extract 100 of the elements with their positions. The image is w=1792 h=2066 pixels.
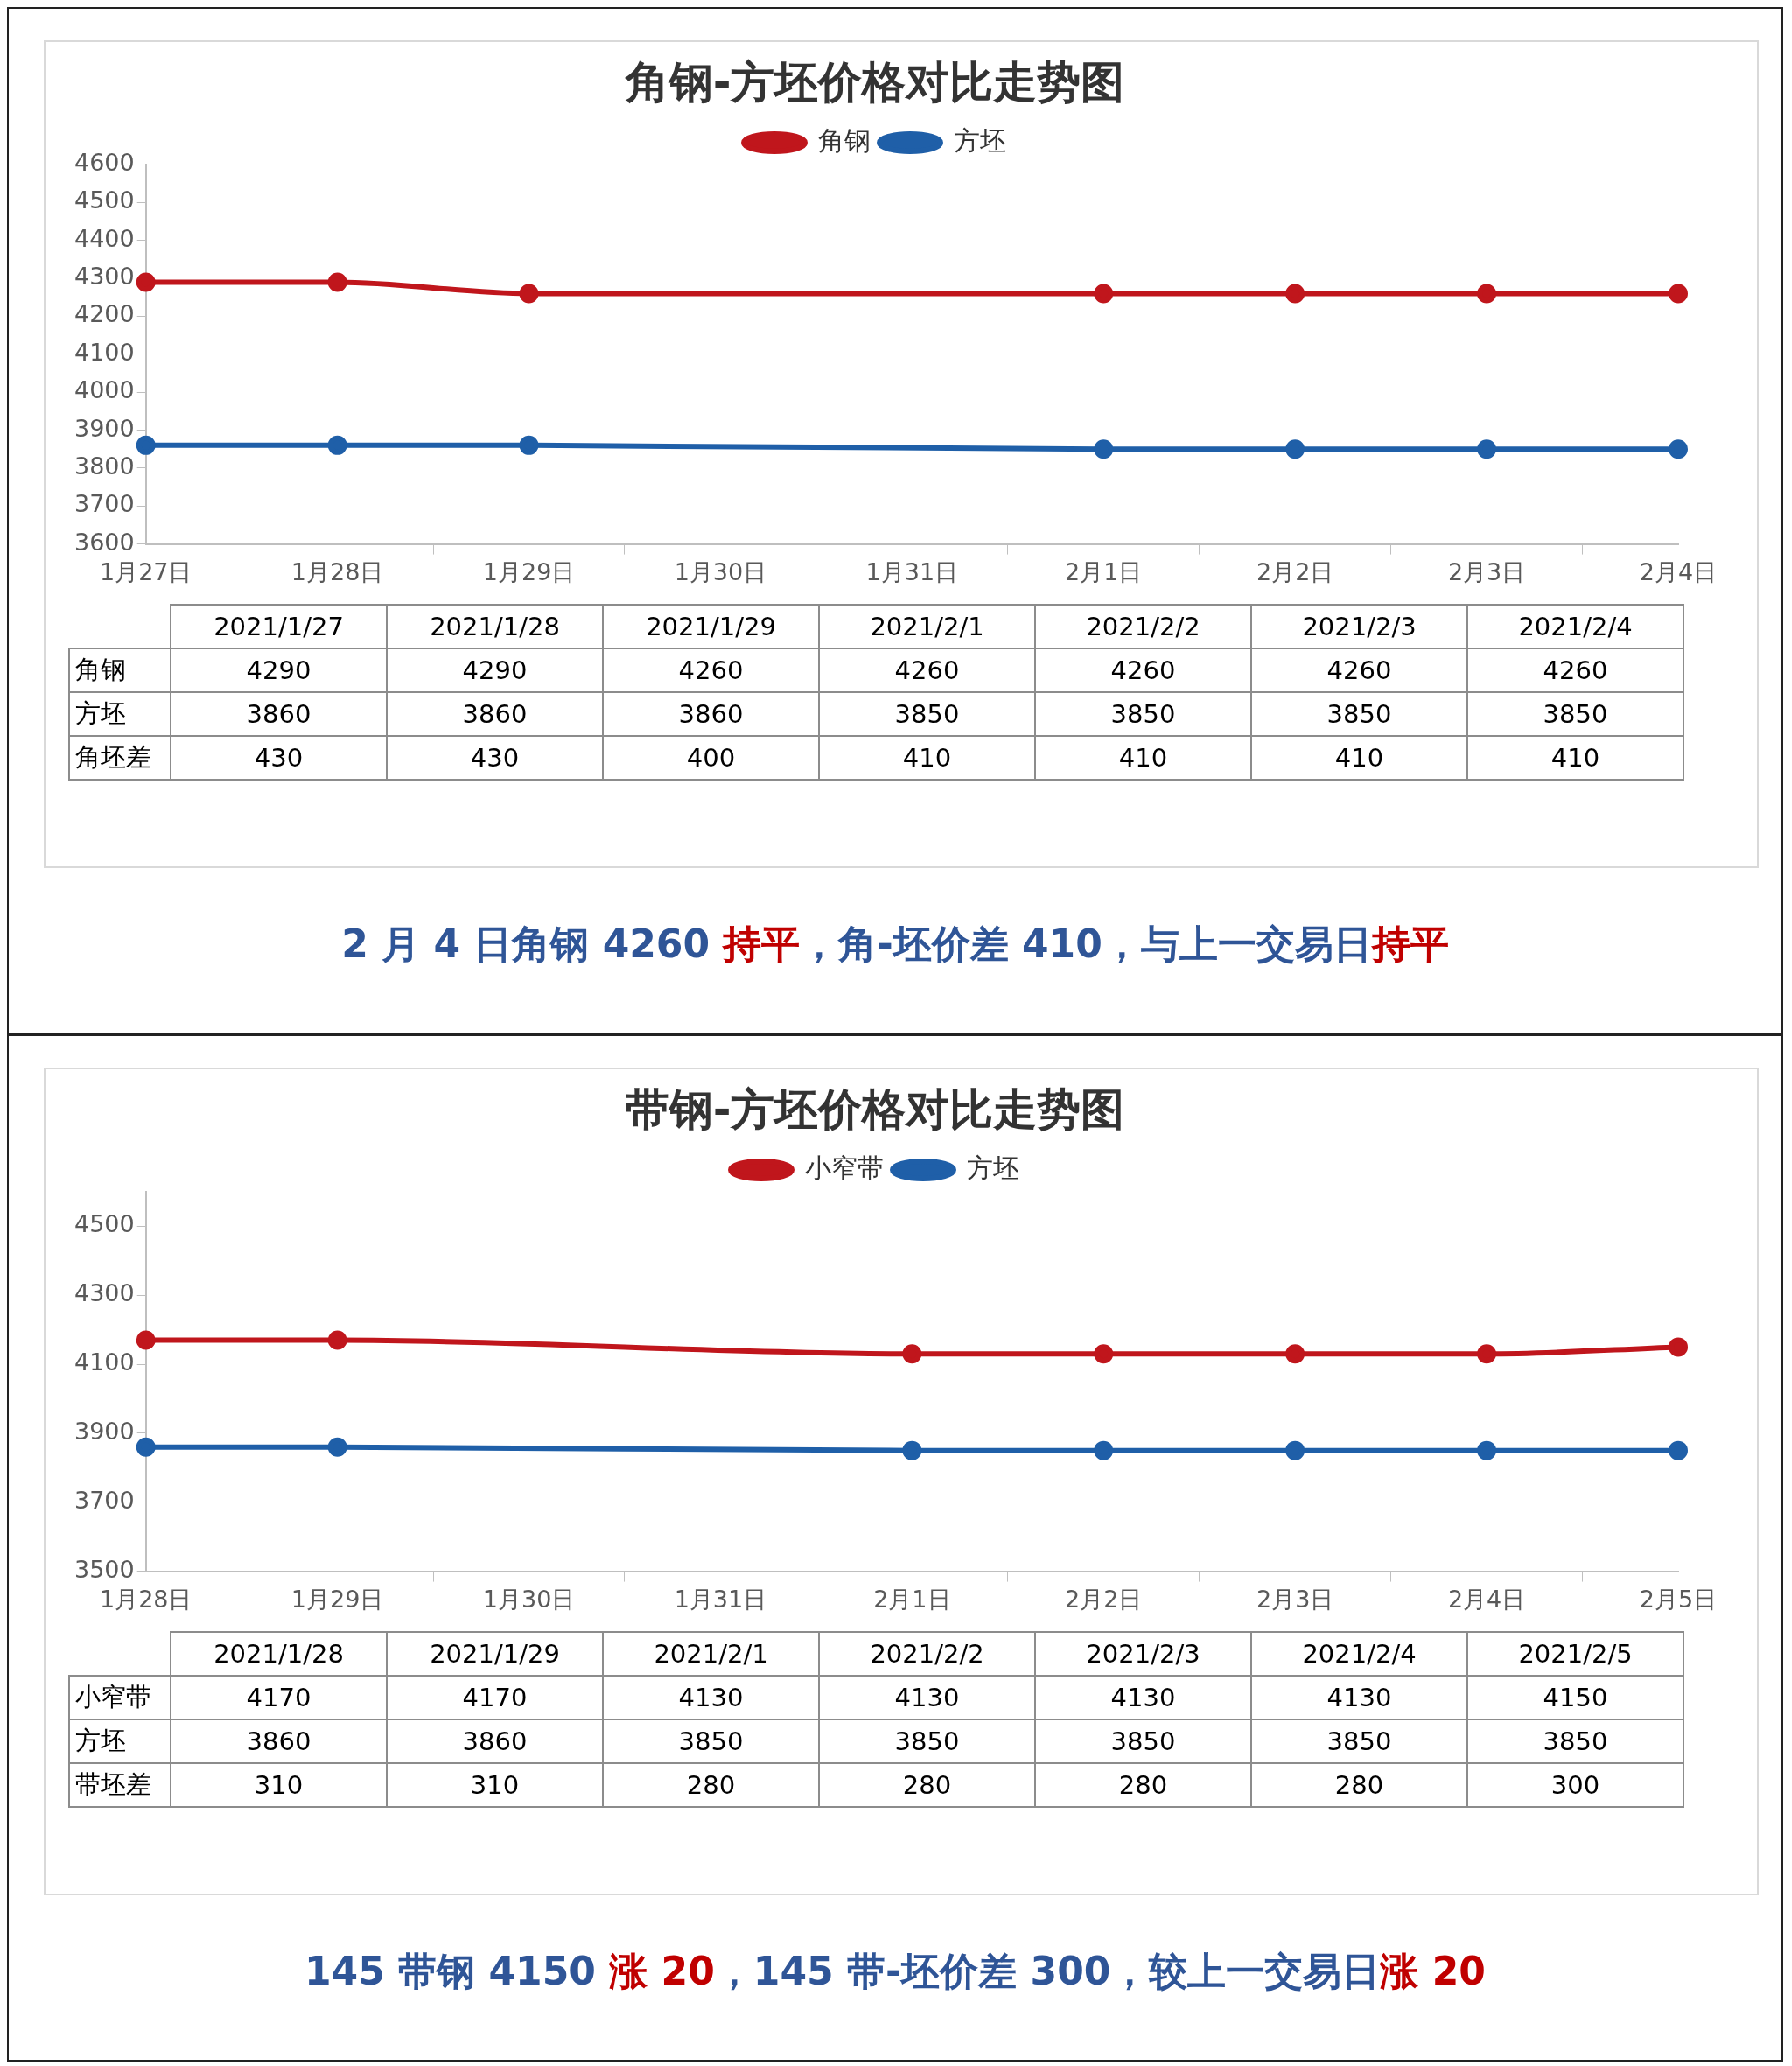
- text: 3850: [603, 1719, 819, 1763]
- text: 方坯: [75, 1726, 126, 1755]
- y-tick-label: 4300: [74, 263, 135, 291]
- text: 持平: [1371, 921, 1449, 966]
- text: 小窄带: [75, 1682, 151, 1712]
- text: 3860: [387, 692, 603, 736]
- x-tick-label: 1月31日: [865, 557, 959, 585]
- x-tick-label: 2月2日: [1256, 557, 1334, 585]
- x-tick-label: 2月4日: [1447, 1585, 1526, 1613]
- text: 280: [603, 1763, 819, 1807]
- text: 方坯: [75, 698, 126, 728]
- x-tick-label: 2月1日: [1065, 557, 1143, 585]
- text: 带坯差: [69, 1763, 171, 1807]
- y-tick-label: 4100: [74, 338, 135, 366]
- text: 3850: [1035, 1719, 1251, 1763]
- text: 4170: [171, 1676, 387, 1719]
- text: 2021/1/27: [171, 605, 387, 648]
- y-tick-label: 3600: [74, 528, 135, 556]
- text: 3860: [603, 692, 819, 736]
- text: 410: [819, 736, 1035, 780]
- text: 4260: [1251, 648, 1467, 692]
- text: 4290: [387, 648, 603, 692]
- text: 2021/1/28: [171, 1632, 387, 1676]
- legend-label: 方坯: [967, 1152, 1019, 1183]
- text: 2021/2/1: [819, 605, 1035, 648]
- chart-title: 带钢-方坯价格对比走势图: [625, 1083, 1125, 1135]
- text: 4260: [819, 648, 1035, 692]
- y-tick-label: 4100: [74, 1348, 135, 1376]
- text: 300: [1467, 1763, 1684, 1807]
- text: 4260: [1035, 648, 1251, 692]
- y-tick-label: 3900: [74, 414, 135, 442]
- x-tick-label: 1月27日: [99, 557, 192, 585]
- text: 角坯差: [69, 736, 171, 780]
- y-tick-label: 4500: [74, 186, 135, 214]
- text: 3860: [171, 1719, 387, 1763]
- x-tick-label: 2月5日: [1639, 1585, 1718, 1613]
- x-tick-label: 1月28日: [290, 557, 384, 585]
- text: 3850: [1251, 1719, 1467, 1763]
- y-tick-label: 3900: [74, 1417, 135, 1445]
- text: 3850: [1251, 692, 1467, 736]
- y-tick-label: 4200: [74, 300, 135, 328]
- y-tick-label: 4500: [74, 1210, 135, 1238]
- y-tick-label: 3800: [74, 452, 135, 480]
- text: 涨 20: [609, 1949, 715, 1993]
- text: 2021/2/1: [603, 1632, 819, 1676]
- text: 280: [1035, 1763, 1251, 1807]
- x-tick-label: 1月28日: [99, 1585, 192, 1613]
- text: 3860: [171, 692, 387, 736]
- y-tick-label: 4400: [74, 224, 135, 252]
- text: 2021/2/2: [1035, 605, 1251, 648]
- text: 4150: [1467, 1676, 1684, 1719]
- text: 3850: [1035, 692, 1251, 736]
- text: 310: [171, 1763, 387, 1807]
- text: 2021/2/2: [819, 1632, 1035, 1676]
- text: 2021/2/4: [1251, 1632, 1467, 1676]
- legend-label: 角钢: [818, 124, 871, 156]
- text: 145 带钢 4150: [304, 1949, 597, 1993]
- x-tick-label: 1月30日: [482, 1585, 576, 1613]
- x-tick-label: 2月3日: [1447, 557, 1526, 585]
- text: 2021/2/4: [1467, 605, 1684, 648]
- text: 2021/2/5: [1467, 1632, 1684, 1676]
- text: 2 月 4 日角钢 4260: [341, 921, 711, 966]
- text: 410: [1251, 736, 1467, 780]
- x-tick-label: 1月29日: [290, 1585, 384, 1613]
- chart-title: 角钢-方坯价格对比走势图: [623, 56, 1125, 108]
- text: 400: [603, 736, 819, 780]
- text: ，角-坯价差 410，与上一交易日: [800, 921, 1372, 966]
- y-tick-label: 3500: [74, 1555, 135, 1583]
- y-tick-label: 3700: [74, 490, 135, 518]
- text: 3850: [819, 1719, 1035, 1763]
- text: 3860: [387, 1719, 603, 1763]
- text: 4290: [171, 648, 387, 692]
- text: 3850: [819, 692, 1035, 736]
- text: 4260: [603, 648, 819, 692]
- text: 430: [387, 736, 603, 780]
- text: 2021/2/3: [1251, 605, 1467, 648]
- y-tick-label: 4600: [74, 149, 135, 177]
- x-tick-label: 1月29日: [482, 557, 576, 585]
- x-tick-label: 1月31日: [674, 1585, 767, 1613]
- text: 4130: [819, 1676, 1035, 1719]
- text: 2021/2/3: [1035, 1632, 1251, 1676]
- text: 3850: [1467, 1719, 1684, 1763]
- text: 310: [387, 1763, 603, 1807]
- text: 410: [1467, 736, 1684, 780]
- legend-label: 小窄带: [805, 1152, 884, 1183]
- text: 4260: [1467, 648, 1684, 692]
- x-tick-label: 1月30日: [674, 557, 767, 585]
- text: 角钢: [75, 655, 126, 684]
- x-tick-label: 2月3日: [1256, 1585, 1334, 1613]
- text: 持平: [723, 921, 801, 966]
- text: 280: [819, 1763, 1035, 1807]
- legend-label: 方坯: [954, 124, 1006, 156]
- text: 2021/1/29: [603, 605, 819, 648]
- text: 4130: [1251, 1676, 1467, 1719]
- text: 2021/1/28: [387, 605, 603, 648]
- text: 涨 20: [1380, 1949, 1486, 1993]
- y-tick-label: 4000: [74, 376, 135, 404]
- text: 430: [171, 736, 387, 780]
- x-tick-label: 2月2日: [1065, 1585, 1143, 1613]
- text: 410: [1035, 736, 1251, 780]
